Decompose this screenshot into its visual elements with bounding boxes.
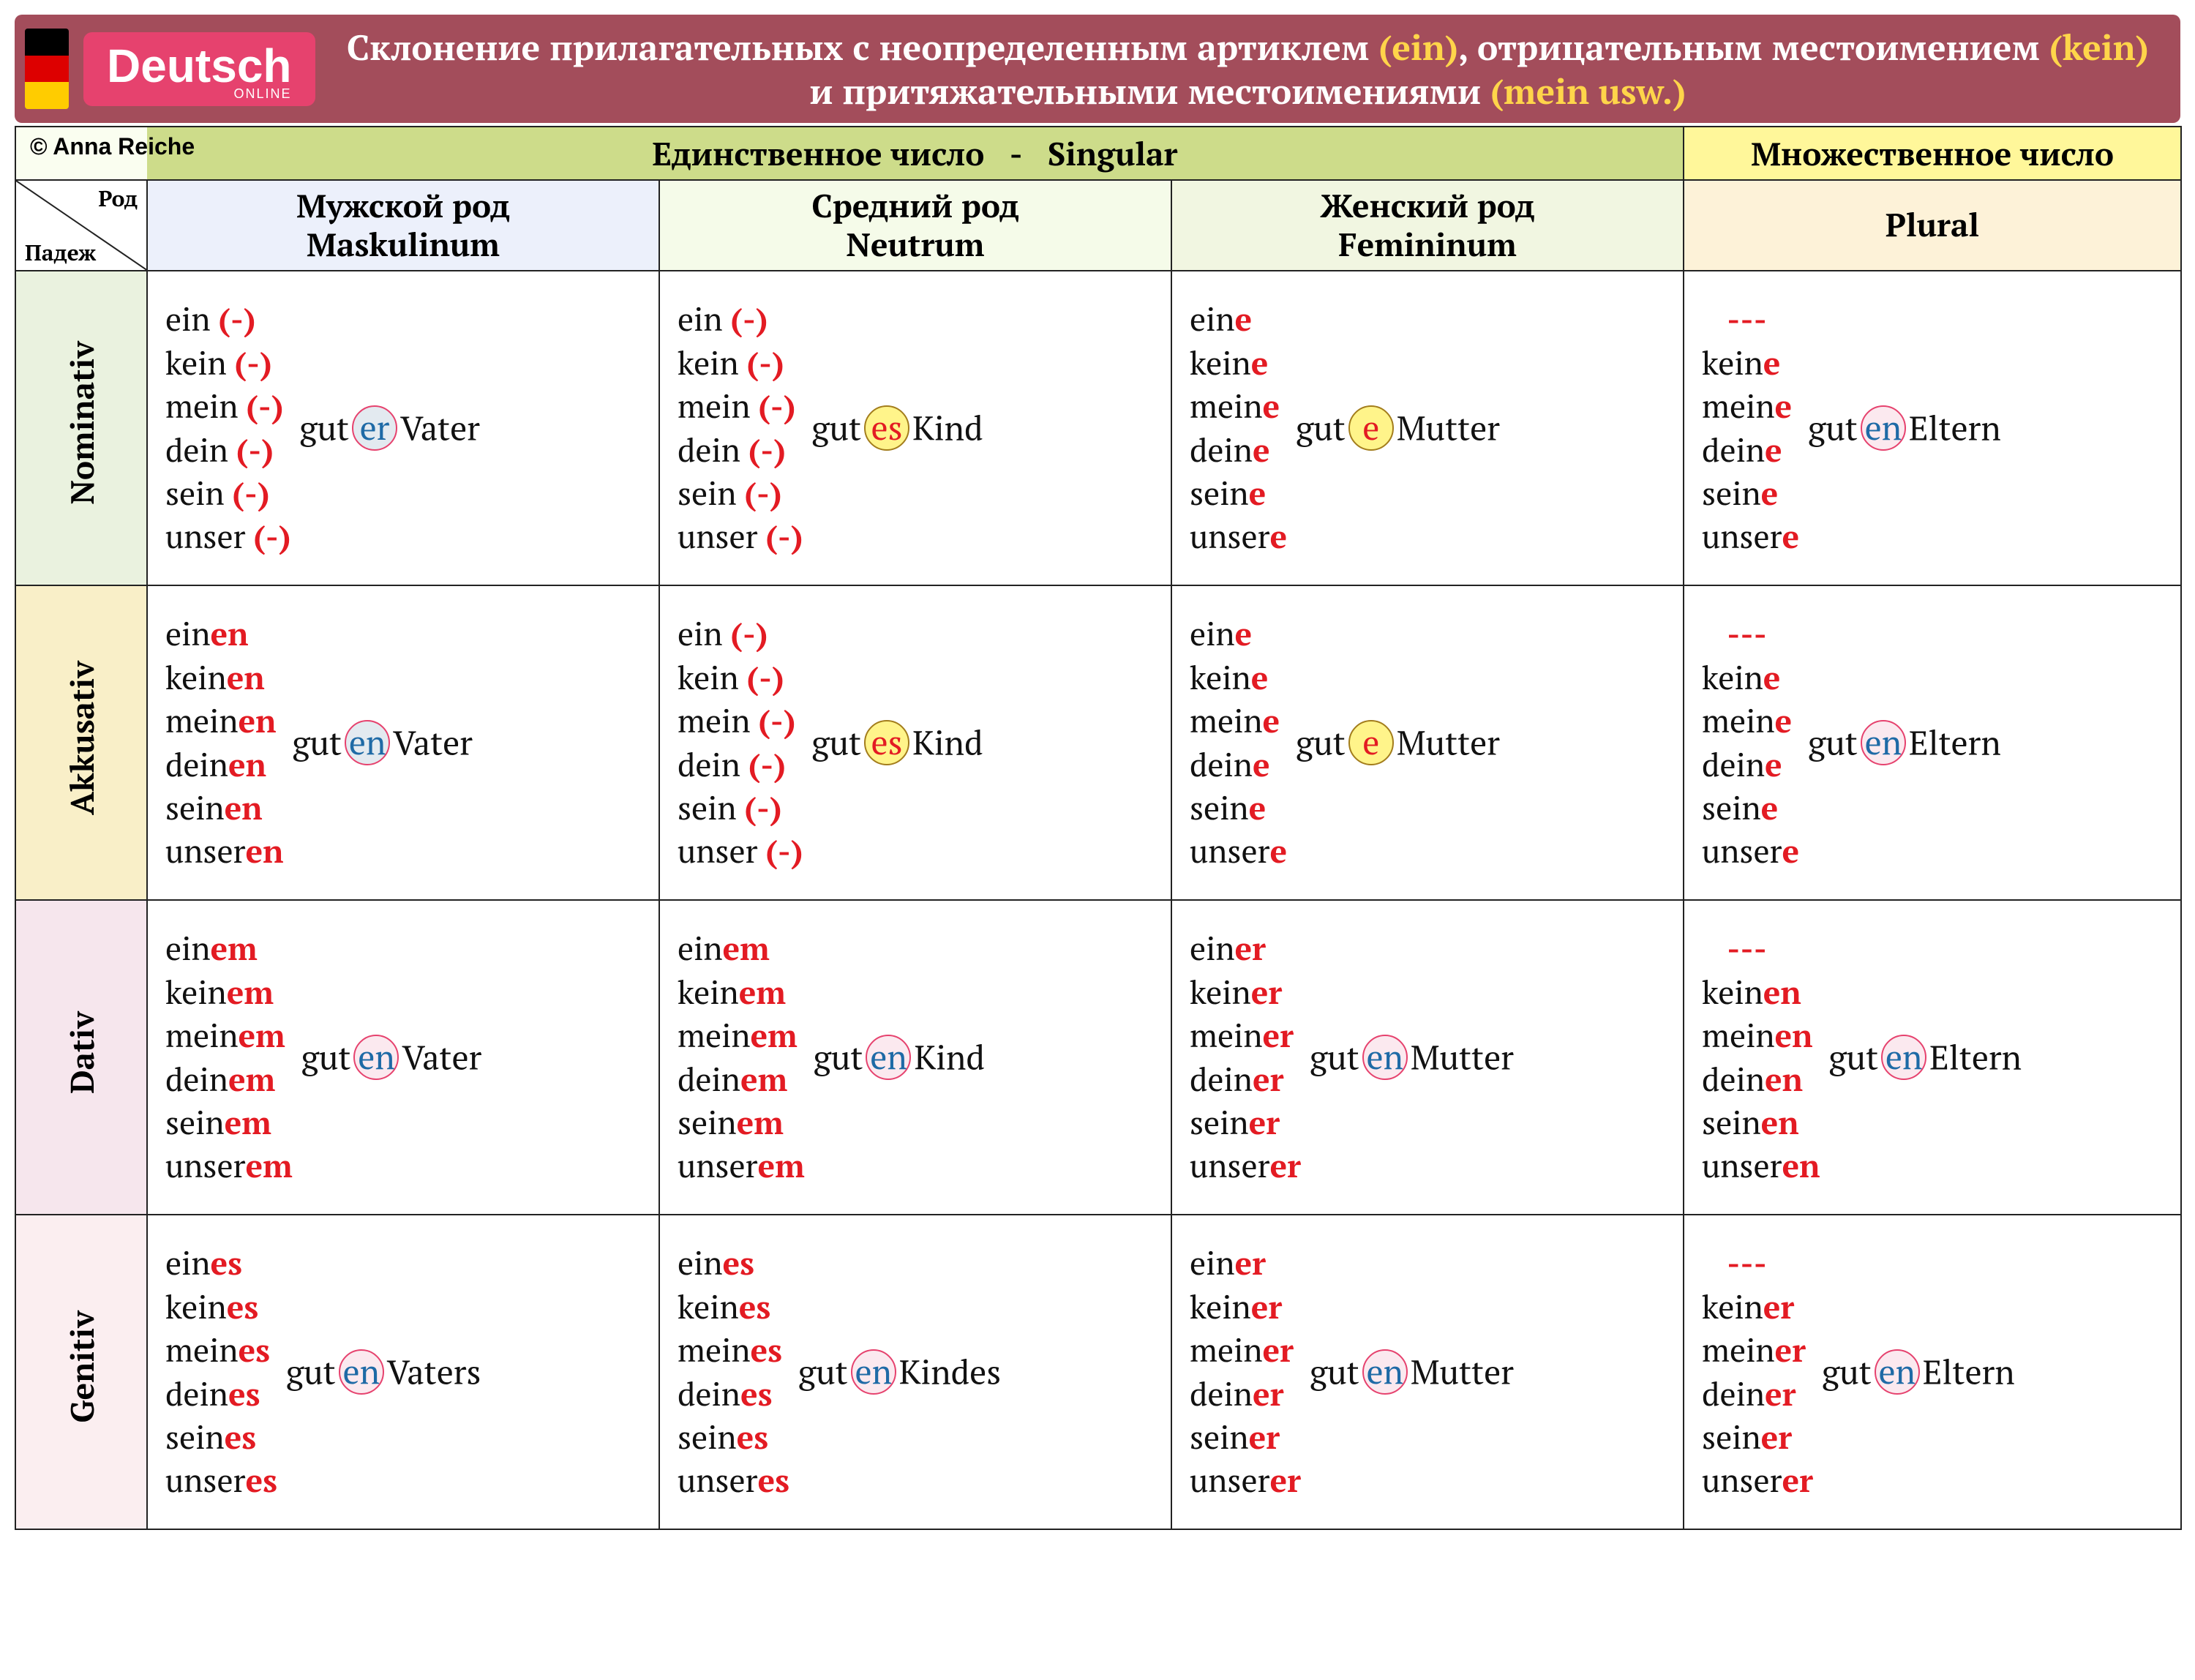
cell-akkusativ-m: einenkeinenmeinendeinenseinenunserengute…: [147, 585, 659, 900]
cell-genitiv-p: ---keinermeinerdeinerseinerunserergutenE…: [1684, 1215, 2181, 1529]
cell-dativ-n: einemkeinemmeinemdeinemseinemunseremgute…: [659, 900, 1171, 1215]
column-header-f: Женский родFemininum: [1171, 180, 1684, 271]
case-label-nominativ: Nominativ: [15, 271, 147, 585]
credit-text: © Anna Reiche: [30, 133, 195, 160]
cell-akkusativ-n: ein (-)kein (-)mein (-)dein (-)sein (-)u…: [659, 585, 1171, 900]
case-label-dativ: Dativ: [15, 900, 147, 1215]
cell-genitiv-f: einerkeinermeinerdeinerseinerunserergute…: [1171, 1215, 1684, 1529]
brand-title: Deutsch: [107, 42, 292, 89]
cell-akkusativ-f: einekeinemeinedeineseineunsereguteMutter: [1171, 585, 1684, 900]
brand-logo: Deutsch ONLINE: [83, 32, 315, 106]
cell-nominativ-m: ein (-)kein (-)mein (-)dein (-)sein (-)u…: [147, 271, 659, 585]
column-header-n: Средний родNeutrum: [659, 180, 1171, 271]
axis-top-label: Род: [98, 184, 138, 213]
cell-dativ-f: einerkeinermeinerdeinerseinerunserergute…: [1171, 900, 1684, 1215]
axis-corner: Род Падеж: [15, 180, 147, 271]
german-flag-icon: [25, 29, 69, 109]
case-label-akkusativ: Akkusativ: [15, 585, 147, 900]
column-header-m: Мужской родMaskulinum: [147, 180, 659, 271]
plural-header: Множественное число: [1684, 127, 2181, 180]
title-bar: Deutsch ONLINE Склонение прилагательных …: [15, 15, 2180, 123]
page-title: Склонение прилагательных с неопределенны…: [337, 25, 2159, 113]
cell-genitiv-n: eineskeinesmeinesdeinesseinesunseresgute…: [659, 1215, 1171, 1529]
cell-nominativ-n: ein (-)kein (-)mein (-)dein (-)sein (-)u…: [659, 271, 1171, 585]
singular-header: Единственное число - Singular: [652, 132, 1177, 175]
cell-nominativ-f: einekeinemeinedeineseineunsereguteMutter: [1171, 271, 1684, 585]
column-header-p: Plural: [1684, 180, 2181, 271]
cell-akkusativ-p: ---keinemeinedeineseineunseregutenEltern: [1684, 585, 2181, 900]
cell-genitiv-m: eineskeinesmeinesdeinesseinesunseresgute…: [147, 1215, 659, 1529]
cell-nominativ-p: ---keinemeinedeineseineunseregutenEltern: [1684, 271, 2181, 585]
axis-bottom-label: Падеж: [25, 238, 96, 267]
case-label-genitiv: Genitiv: [15, 1215, 147, 1529]
declension-table: © Anna Reiche Единственное число - Singu…: [15, 126, 2182, 1530]
cell-dativ-m: einemkeinemmeinemdeinemseinemunseremgute…: [147, 900, 659, 1215]
cell-dativ-p: ---keinenmeinendeinenseinenunserengutenE…: [1684, 900, 2181, 1215]
